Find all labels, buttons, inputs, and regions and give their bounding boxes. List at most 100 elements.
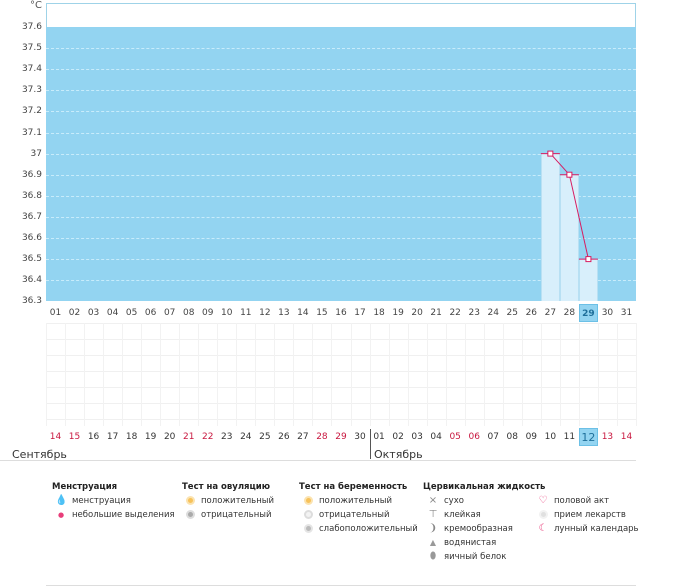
calendar-date[interactable]: 29 [335, 432, 347, 442]
x-day-label[interactable]: 31 [620, 308, 633, 318]
x-day-label[interactable]: 13 [278, 308, 290, 318]
x-day-label[interactable]: 21 [430, 308, 442, 318]
calendar-date[interactable]: 01 [373, 432, 385, 442]
event-grid-column [274, 323, 276, 426]
x-day-label[interactable]: 30 [601, 308, 614, 318]
event-grid [46, 323, 637, 426]
x-day-label[interactable]: 06 [144, 308, 157, 318]
event-grid-column [160, 323, 162, 426]
gridline [46, 111, 636, 112]
x-day-label[interactable]: 20 [411, 308, 423, 318]
calendar-date[interactable]: 26 [278, 432, 290, 442]
event-grid-column [578, 323, 580, 426]
x-day-label[interactable]: 29 [578, 304, 598, 322]
calendar-date[interactable]: 30 [354, 432, 366, 442]
calendar-date[interactable]: 28 [316, 432, 328, 442]
calendar-date[interactable]: 22 [202, 432, 214, 442]
calendar-date[interactable]: 27 [297, 432, 309, 442]
gridline [46, 196, 636, 197]
calendar-date[interactable]: 10 [544, 432, 557, 442]
x-day-label[interactable]: 03 [87, 308, 100, 318]
calendar-date[interactable]: 25 [259, 432, 271, 442]
calendar-date[interactable]: 14 [620, 432, 633, 442]
calendar-date[interactable]: 08 [506, 432, 518, 442]
y-tick-label: 36.9 [21, 169, 42, 180]
water-drop-icon: ▲ [429, 538, 437, 547]
calendar-date[interactable]: 11 [563, 432, 576, 442]
event-grid-column [84, 323, 86, 426]
temperature-chart [540, 150, 598, 263]
x-day-label[interactable]: 17 [354, 308, 366, 318]
calendar-date[interactable]: 04 [430, 432, 442, 442]
legend-ovulation-negative: отрицательный [185, 509, 271, 521]
legend-sticky: ⊤ клейкая [428, 509, 481, 520]
legend-dry: × сухо [428, 495, 464, 506]
y-tick-label: 37.3 [21, 85, 42, 96]
calendar-date[interactable]: 19 [144, 432, 157, 442]
y-tick-label: 37 [30, 148, 42, 159]
event-grid-column [636, 323, 637, 426]
legend-egg-white: ⬮ яичный белок [430, 551, 507, 563]
y-tick-label: 37.6 [21, 22, 42, 32]
legend-light-spotting: ● небольшие выделения [58, 509, 175, 521]
calendar-date[interactable]: 05 [449, 432, 461, 442]
calendar-date[interactable]: 13 [601, 432, 614, 442]
event-grid-column [255, 323, 257, 426]
x-day-label[interactable]: 27 [544, 308, 557, 318]
x-day-label[interactable]: 07 [163, 308, 176, 318]
calendar-date[interactable]: 02 [392, 432, 404, 442]
y-tick-label: 36.4 [21, 275, 42, 286]
calendar-date[interactable]: 18 [125, 432, 138, 442]
x-day-label[interactable]: 02 [68, 308, 81, 318]
calendar-date[interactable]: 23 [221, 432, 233, 442]
x-day-label[interactable]: 05 [125, 308, 138, 318]
x-day-label[interactable]: 24 [487, 308, 499, 318]
temperature-point[interactable] [566, 171, 573, 178]
calendar-date[interactable]: 14 [49, 432, 62, 442]
calendar-date[interactable]: 21 [182, 432, 195, 442]
temperature-point[interactable] [547, 150, 554, 157]
x-day-label[interactable]: 15 [316, 308, 328, 318]
calendar-date[interactable]: 07 [487, 432, 499, 442]
y-tick-label: 36.8 [21, 190, 42, 201]
calendar-date[interactable]: 12 [578, 428, 598, 446]
x-day-label[interactable]: 04 [106, 308, 119, 318]
y-tick-label: 37.4 [21, 64, 42, 75]
event-grid-column [369, 323, 371, 426]
x-day-label[interactable]: 19 [392, 308, 404, 318]
gridline [46, 48, 636, 49]
calendar-date[interactable]: 16 [87, 432, 100, 442]
x-day-label[interactable]: 10 [221, 308, 233, 318]
x-day-label[interactable]: 14 [297, 308, 309, 318]
month-separator [370, 429, 371, 459]
x-day-label[interactable]: 08 [182, 308, 195, 318]
event-grid-column [46, 323, 47, 426]
gridline [46, 259, 636, 260]
event-grid-row [46, 387, 636, 403]
calendar-date[interactable]: 17 [106, 432, 119, 442]
temperature-point[interactable] [585, 256, 592, 263]
calendar-date[interactable]: 09 [525, 432, 538, 442]
calendar-date[interactable]: 06 [468, 432, 480, 442]
x-day-label[interactable]: 11 [240, 308, 252, 318]
x-day-label[interactable]: 01 [49, 308, 62, 318]
calendar-date[interactable]: 20 [163, 432, 176, 442]
x-day-label[interactable]: 25 [506, 308, 518, 318]
x-day-label[interactable]: 22 [449, 308, 461, 318]
x-day-label[interactable]: 26 [525, 308, 538, 318]
x-day-label[interactable]: 28 [563, 308, 576, 318]
calendar-date[interactable]: 03 [411, 432, 423, 442]
x-day-label[interactable]: 16 [335, 308, 347, 318]
pill-icon [537, 509, 549, 521]
gridline [46, 154, 636, 155]
gridline [46, 238, 636, 239]
event-grid-column [350, 323, 352, 426]
calendar-date[interactable]: 15 [68, 432, 81, 442]
x-day-label[interactable]: 09 [202, 308, 214, 318]
x-day-label[interactable]: 18 [373, 308, 385, 318]
egg-icon: ⬮ [429, 551, 437, 562]
x-day-label[interactable]: 23 [468, 308, 480, 318]
calendar-date[interactable]: 24 [240, 432, 252, 442]
event-grid-column [483, 323, 485, 426]
x-day-label[interactable]: 12 [259, 308, 271, 318]
